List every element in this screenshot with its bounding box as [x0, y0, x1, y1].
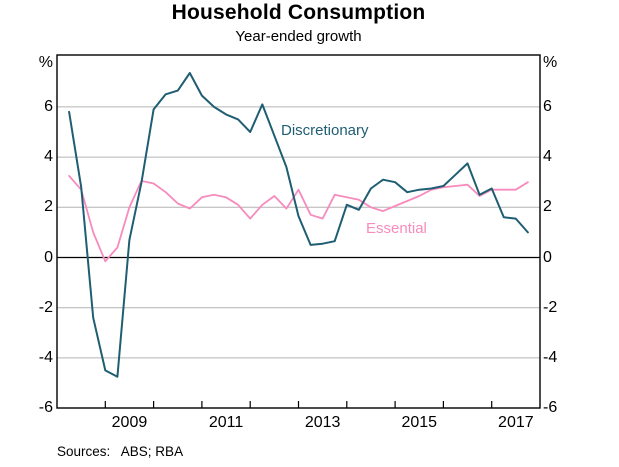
y-label-right--2: -2 — [543, 298, 558, 316]
y-label-left--4: -4 — [38, 348, 53, 366]
y-label-right-2: 2 — [543, 198, 552, 216]
y-label-left--2: -2 — [38, 298, 53, 316]
plot-frame — [56, 54, 541, 409]
y-label-left-6: 6 — [44, 97, 53, 115]
essential-line — [68, 174, 529, 263]
sources-text: ABS; RBA — [120, 444, 184, 459]
sources-label: Sources: — [57, 444, 111, 459]
y-label-right--4: -4 — [543, 348, 558, 366]
chart-title: Household Consumption — [171, 1, 426, 24]
chart-subtitle: Year-ended growth — [235, 28, 362, 45]
series-label-discretionary: Discretionary — [281, 122, 369, 139]
x-label-2015: 2015 — [401, 414, 438, 431]
y-label-right-4: 4 — [543, 148, 552, 166]
x-label-2011: 2011 — [208, 414, 244, 431]
sources-note: Sources: ABS; RBA — [57, 444, 183, 459]
y-label-left-0: 0 — [44, 248, 53, 266]
y-label-right-0: 0 — [543, 248, 552, 266]
discretionary-line — [68, 72, 529, 378]
y-label-right--6: -6 — [543, 399, 558, 417]
x-label-2009: 2009 — [111, 414, 148, 431]
x-label-2013: 2013 — [304, 414, 341, 431]
y-label-right-6: 6 — [543, 97, 552, 115]
series-label-essential: Essential — [366, 220, 427, 237]
y-axis-unit-left: % — [38, 54, 53, 71]
y-label-left--6: -6 — [38, 399, 53, 417]
y-axis-unit-right: % — [543, 54, 558, 71]
y-label-left-4: 4 — [44, 148, 53, 166]
y-label-left-2: 2 — [44, 198, 53, 216]
x-label-2017: 2017 — [498, 414, 534, 431]
